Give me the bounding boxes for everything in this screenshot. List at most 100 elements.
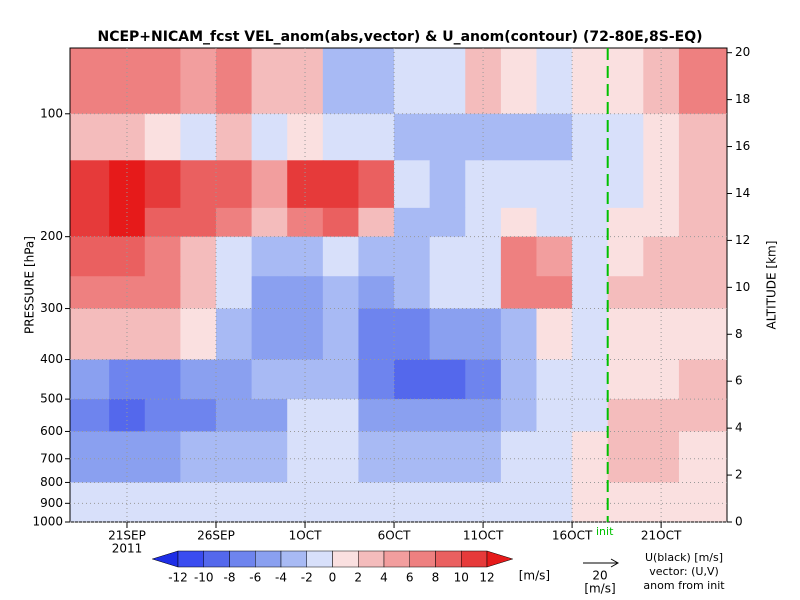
field-cell [429, 48, 466, 115]
field-cell [429, 482, 466, 523]
y-tick-label: 400 [40, 352, 63, 366]
field-cell [678, 236, 728, 277]
field-cell [216, 482, 253, 523]
field-cell [500, 113, 537, 161]
field-cell [607, 48, 644, 115]
field-cell [322, 431, 359, 483]
field-cell [287, 308, 324, 361]
field-cell [322, 399, 359, 432]
field-cell [678, 308, 728, 361]
field-cell [322, 48, 359, 115]
field-cell [251, 207, 288, 238]
field-cell [144, 236, 181, 277]
legend-text: anom from init [643, 579, 725, 592]
field-cell [429, 308, 466, 361]
field-cell [180, 308, 217, 361]
x-tick-label: 11OCT [463, 529, 504, 543]
colorbar-bin [461, 550, 488, 568]
field-cell [500, 308, 537, 361]
field-cell [180, 276, 217, 310]
field-cell [180, 399, 217, 432]
y2-tick-label: 14 [735, 186, 750, 200]
field-cell [536, 236, 573, 277]
field-cell [216, 236, 253, 277]
field-cell [180, 482, 217, 523]
y2-tick-label: 6 [735, 374, 743, 388]
field-cell [70, 113, 110, 161]
field-cell [536, 431, 573, 483]
field-cell [144, 482, 181, 523]
field-cell [500, 276, 537, 310]
y2-axis-label: ALTITUDE [km] [765, 241, 779, 330]
field-cell [180, 207, 217, 238]
y-tick-label: 200 [40, 229, 63, 243]
field-cell [429, 276, 466, 310]
field-cell [180, 160, 217, 209]
x-tick-label: 6OCT [378, 529, 411, 543]
field-cell [144, 160, 181, 209]
field-cell [465, 482, 502, 523]
field-cell [607, 236, 644, 277]
y2-tick-label: 12 [735, 233, 750, 247]
field-cell [536, 482, 573, 523]
field-cell [607, 207, 644, 238]
field-cell [394, 236, 431, 277]
field-cell [322, 160, 359, 209]
colorbar-bin [255, 550, 282, 568]
field-cell [500, 207, 537, 238]
field-cell [643, 431, 680, 483]
y-tick-label: 900 [40, 496, 63, 510]
field-cell [394, 431, 431, 483]
field-cell [358, 160, 395, 209]
legend-text: vector: (U,V) [649, 565, 719, 578]
reference-vector-head [610, 558, 620, 568]
field-cell [70, 399, 110, 432]
field-cell [572, 236, 609, 277]
colorbar-unit: [m/s] [519, 569, 550, 583]
field-cell [144, 431, 181, 483]
field-cell [322, 359, 359, 400]
field-cell [429, 207, 466, 238]
field-cell [70, 359, 110, 400]
field-cell [394, 482, 431, 523]
field-cell [70, 48, 110, 115]
colorbar-tick-label: 0 [329, 571, 337, 585]
field-cell [500, 399, 537, 432]
field-cell [643, 308, 680, 361]
x-tick-label: 16OCT [552, 529, 593, 543]
field-cell [109, 431, 146, 483]
colorbar-end [486, 550, 514, 568]
field-cell [287, 359, 324, 400]
field-cell [536, 48, 573, 115]
field-cell [572, 207, 609, 238]
field-cell [429, 160, 466, 209]
colorbar-tick-label: 2 [354, 571, 362, 585]
field-cell [607, 399, 644, 432]
field-cell [70, 236, 110, 277]
field-cell [358, 399, 395, 432]
field [70, 48, 728, 523]
field-cell [678, 431, 728, 483]
field-cell [572, 276, 609, 310]
field-cell [70, 482, 110, 523]
field-cell [607, 113, 644, 161]
reference-vector-value: 20 [592, 569, 607, 583]
x-year-label: 2011 [112, 542, 143, 556]
y-tick-label: 100 [40, 106, 63, 120]
field-cell [572, 399, 609, 432]
colorbar-tick-label: -2 [301, 571, 313, 585]
y2-tick-label: 16 [735, 139, 750, 153]
field-cell [287, 482, 324, 523]
legend-text: U(black) [m/s] [645, 551, 723, 564]
colorbar-bin [229, 550, 256, 568]
field-cell [180, 48, 217, 115]
field-cell [678, 399, 728, 432]
field-cell [572, 431, 609, 483]
field-cell [500, 48, 537, 115]
field-cell [678, 359, 728, 400]
field-cell [70, 431, 110, 483]
field-cell [358, 48, 395, 115]
field-cell [358, 308, 395, 361]
field-cell [216, 276, 253, 310]
colorbar-tick-label: 6 [406, 571, 414, 585]
